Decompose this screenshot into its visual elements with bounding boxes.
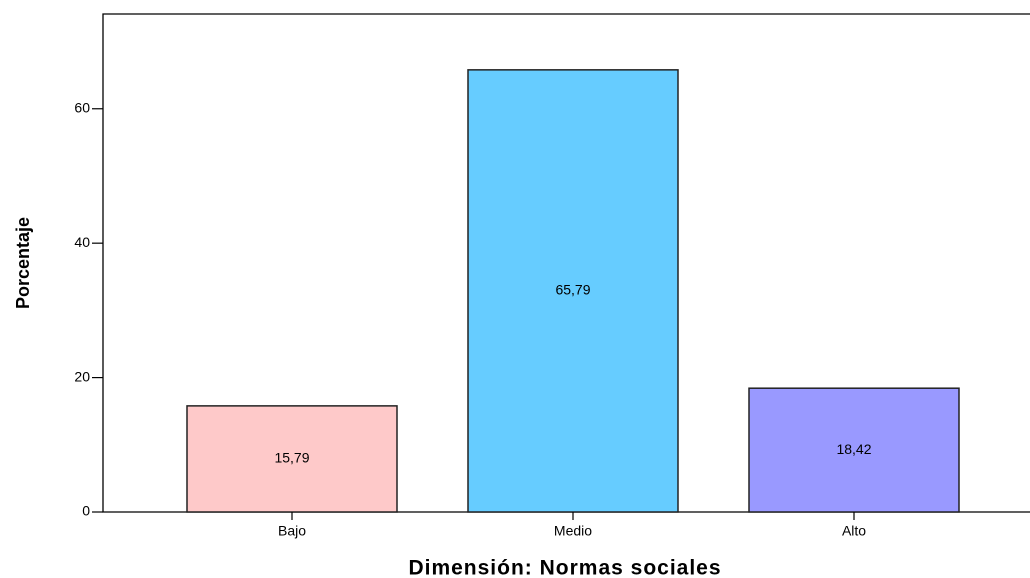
y-axis-title: Porcentaje — [13, 217, 33, 309]
x-axis-title: Dimensión: Normas sociales — [408, 557, 721, 578]
y-tick-label: 40 — [74, 234, 90, 250]
y-tick-label: 20 — [74, 368, 90, 384]
x-tick-label: Alto — [842, 523, 866, 539]
value-label: 15,79 — [274, 450, 309, 466]
bar — [748, 387, 960, 513]
y-tick-label: 60 — [74, 99, 90, 115]
x-tick-label: Medio — [554, 523, 592, 539]
bar — [467, 69, 679, 513]
value-label: 65,79 — [555, 282, 590, 298]
bar — [186, 405, 398, 513]
x-tick-label: Bajo — [278, 523, 306, 539]
y-tick-label: 0 — [82, 503, 90, 519]
value-label: 18,42 — [836, 441, 871, 457]
